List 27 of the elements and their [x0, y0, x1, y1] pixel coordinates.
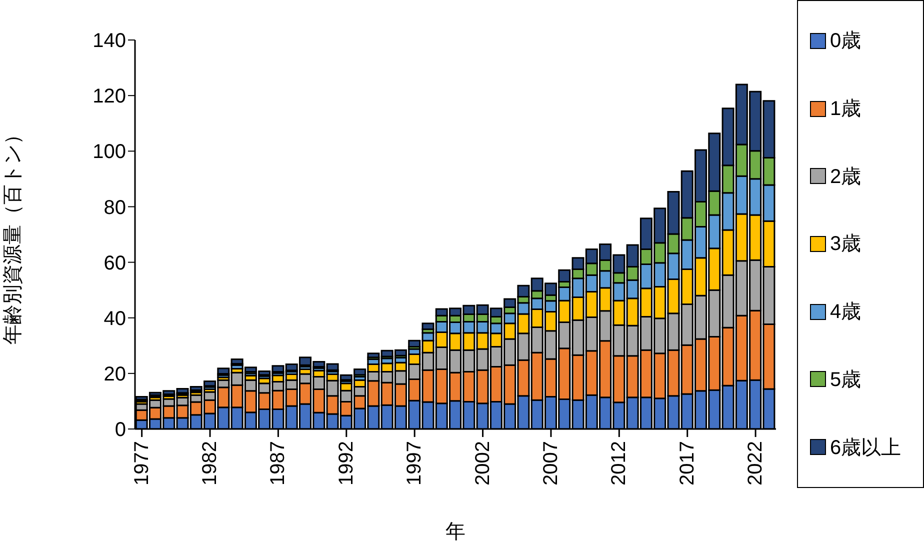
y-tick-label: 100 — [92, 141, 126, 164]
x-tick-label: 2012 — [608, 441, 630, 486]
x-tick-label: 2022 — [744, 441, 767, 486]
x-tick-label: 1992 — [335, 441, 358, 486]
x-tick-label: 2002 — [472, 441, 494, 486]
y-tick-label: 60 — [104, 252, 126, 274]
legend-label: 5歳 — [830, 368, 862, 393]
legend-label: 0歳 — [830, 29, 862, 54]
y-axis-title: 年齢別資源量（百トン） — [2, 124, 24, 344]
x-tick-label: 1997 — [404, 441, 426, 486]
legend-label: 4歳 — [830, 300, 862, 326]
x-tick-label: 2017 — [676, 441, 698, 486]
legend-label: 6歳以上 — [830, 436, 902, 461]
y-tick-label: 120 — [92, 86, 126, 108]
x-tick-label: 1982 — [199, 441, 222, 486]
y-tick-label: 0 — [114, 419, 126, 442]
y-tick-label: 40 — [104, 308, 126, 330]
y-tick-label: 80 — [104, 196, 126, 219]
x-tick-label: 1987 — [267, 441, 290, 486]
x-tick-label: 2007 — [540, 441, 562, 486]
legend-label: 3歳 — [830, 232, 862, 258]
x-tick-label: 1977 — [130, 441, 153, 486]
y-tick-label: 140 — [92, 30, 126, 52]
legend-label: 1歳 — [830, 97, 862, 122]
legend-label: 2歳 — [830, 164, 862, 190]
y-tick-label: 20 — [104, 364, 126, 386]
x-axis-title: 年 — [446, 521, 466, 542]
